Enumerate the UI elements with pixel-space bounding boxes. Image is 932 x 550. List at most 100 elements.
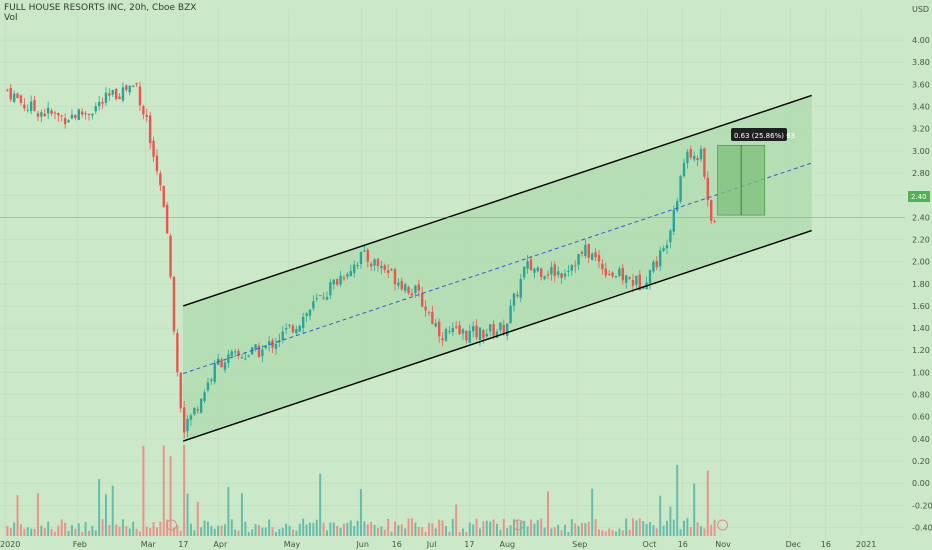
volume-bar — [104, 494, 107, 536]
volume-bar — [485, 520, 488, 536]
candle-body — [662, 247, 665, 252]
candle-body — [26, 109, 29, 111]
volume-bar — [118, 526, 121, 536]
volume-bar — [621, 530, 624, 536]
volume-bar — [186, 493, 189, 536]
candle-body — [247, 355, 250, 357]
volume-bar — [81, 531, 84, 536]
candle-body — [352, 264, 356, 274]
volume-bar — [6, 525, 9, 536]
time-axis[interactable]: 2020 Feb Mar 17 Apr May Jun 16 Jul 17 Aug Sep Oct 16 N… — [0, 540, 876, 549]
volume-bar — [495, 523, 498, 536]
candle-body — [264, 345, 267, 349]
candle-body — [281, 331, 284, 340]
channel-midline[interactable] — [183, 162, 812, 374]
volume-bar — [642, 521, 645, 536]
volume-bar — [516, 519, 519, 536]
candle-body — [199, 398, 203, 413]
price-range-measure[interactable] — [717, 145, 766, 216]
volume-bar — [189, 523, 192, 536]
volume-bar — [652, 525, 655, 536]
candle-body — [587, 243, 590, 258]
candle-body — [400, 280, 403, 290]
volume-bar — [699, 526, 702, 536]
candle-body — [471, 326, 475, 332]
price-axis[interactable]: 4.003.803.603.403.203.002.802.602.402.20… — [912, 36, 932, 532]
price-badge — [908, 191, 930, 202]
candle-body — [53, 112, 57, 114]
volume-bar — [393, 521, 396, 536]
earnings-marker — [165, 519, 177, 531]
volume-bar — [614, 531, 617, 536]
candle-body — [669, 230, 672, 243]
volume-bar — [424, 531, 427, 536]
candle-body — [339, 275, 342, 285]
candle-body — [12, 93, 16, 102]
channel-lower-line[interactable] — [182, 229, 812, 442]
candle-body — [488, 324, 492, 332]
price-axis-tick: 1.60 — [912, 302, 930, 311]
price-axis-tick: 1.00 — [912, 368, 930, 377]
candle-body — [427, 311, 431, 313]
candle-body — [114, 88, 118, 100]
channel-upper-line[interactable] — [182, 94, 812, 307]
volume-bar — [111, 485, 114, 536]
candle-body — [318, 295, 322, 297]
volume-bar — [257, 525, 260, 536]
candle-body — [607, 273, 611, 275]
candle-body — [533, 268, 536, 273]
volume-bar — [370, 522, 373, 536]
price-axis-tick: -0.40 — [912, 523, 932, 532]
price-axis-tick: 3.80 — [912, 58, 930, 67]
candle-body — [689, 149, 692, 158]
volume-bar — [36, 493, 39, 536]
candle-body — [403, 284, 407, 291]
volume-bar — [159, 521, 162, 536]
volume-bar — [74, 528, 77, 536]
candle-body — [706, 177, 709, 201]
candle-body — [407, 286, 410, 294]
volume-bar — [577, 526, 580, 536]
volume-bar — [53, 531, 56, 536]
candle-body — [679, 176, 682, 202]
candle-body — [536, 267, 539, 272]
price-axis-tick: 2.00 — [912, 258, 930, 267]
candle-body — [393, 269, 397, 285]
volume-bar — [482, 521, 485, 536]
volume-bar — [87, 530, 90, 536]
volume-bar — [200, 527, 203, 536]
volume-bar — [43, 528, 46, 536]
volume-bar — [489, 521, 492, 536]
candle-body — [84, 113, 87, 115]
candle-body — [502, 325, 505, 335]
candle-body — [43, 113, 46, 117]
volume-bar — [706, 470, 709, 536]
candle-body — [709, 200, 713, 221]
price-axis-tick: 1.20 — [912, 346, 930, 355]
candle-body — [305, 313, 308, 317]
candle-body — [567, 271, 570, 273]
candle-body — [349, 270, 352, 277]
candle-body — [658, 250, 662, 267]
time-axis-tick: Apr — [213, 540, 228, 549]
volume-bar — [91, 525, 94, 536]
candle-body — [118, 96, 121, 100]
volume-bar — [308, 522, 311, 536]
candle-body — [390, 269, 393, 271]
volume-bar — [444, 526, 447, 536]
volume-bar — [543, 527, 546, 536]
volume-bar — [465, 531, 468, 536]
volume-bar — [550, 528, 553, 536]
candle-body — [468, 330, 471, 343]
volume-bar — [635, 520, 638, 536]
volume-bar — [560, 530, 563, 536]
candle-body — [77, 109, 80, 121]
candle-body — [584, 245, 587, 257]
candle-body — [580, 251, 584, 254]
volume-bar — [618, 528, 621, 536]
currency-label: USD — [912, 5, 929, 14]
volume-bar — [591, 488, 594, 536]
candle-body — [308, 309, 312, 316]
volume-bar — [655, 528, 658, 536]
